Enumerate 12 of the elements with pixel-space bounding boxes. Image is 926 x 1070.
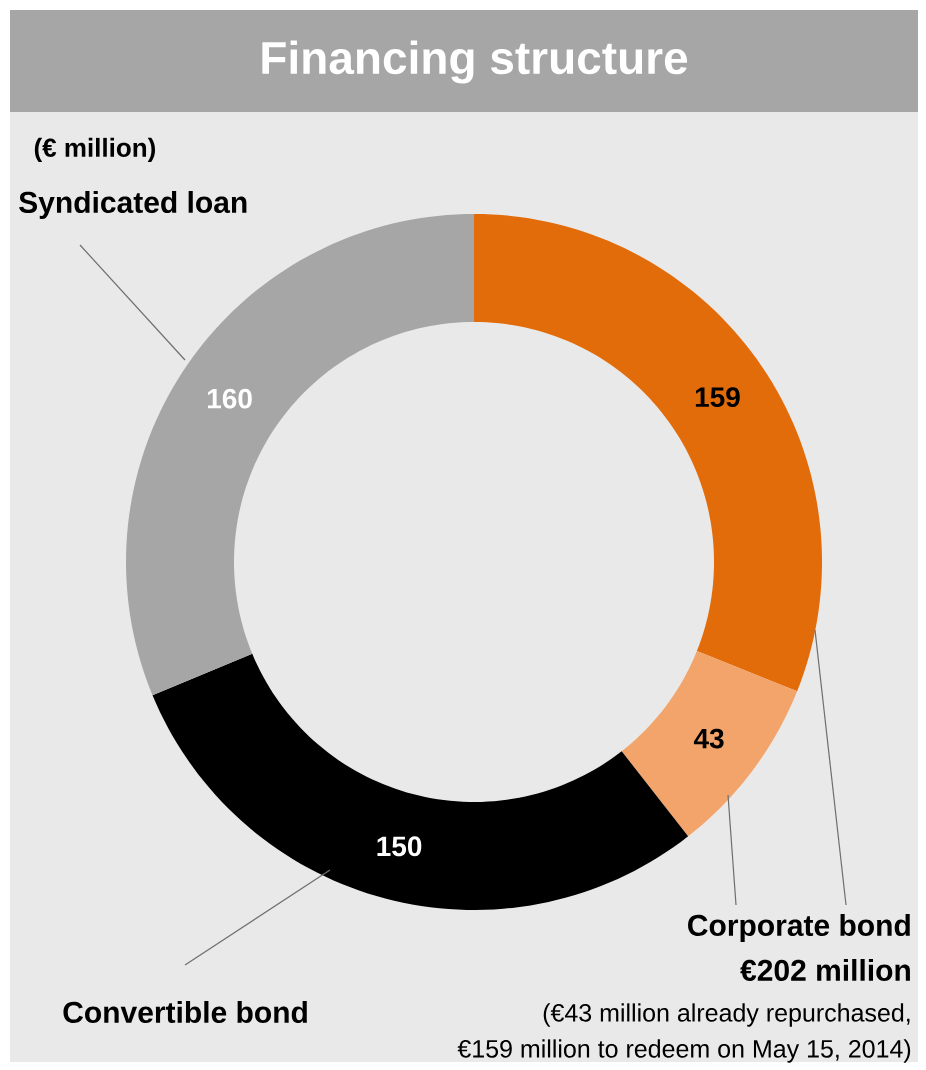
data-label: 150 bbox=[377, 836, 422, 857]
data-label: 160 bbox=[207, 388, 252, 409]
text: €202 million bbox=[740, 958, 910, 982]
chart-title: Financing structure bbox=[262, 40, 688, 84]
slice-label: Corporate bond bbox=[688, 914, 910, 942]
chart-subtitle: (€ million) bbox=[34, 137, 156, 163]
slice-label: Convertible bond bbox=[63, 1000, 307, 1024]
data-label: 43 bbox=[693, 728, 724, 749]
text: (€43 million already repurchased, bbox=[543, 1003, 910, 1027]
text: €159 million to redeem on May 15, 2014) bbox=[457, 1039, 911, 1063]
slice-label: Syndicated loan bbox=[19, 191, 247, 219]
data-label: 159 bbox=[695, 387, 740, 408]
